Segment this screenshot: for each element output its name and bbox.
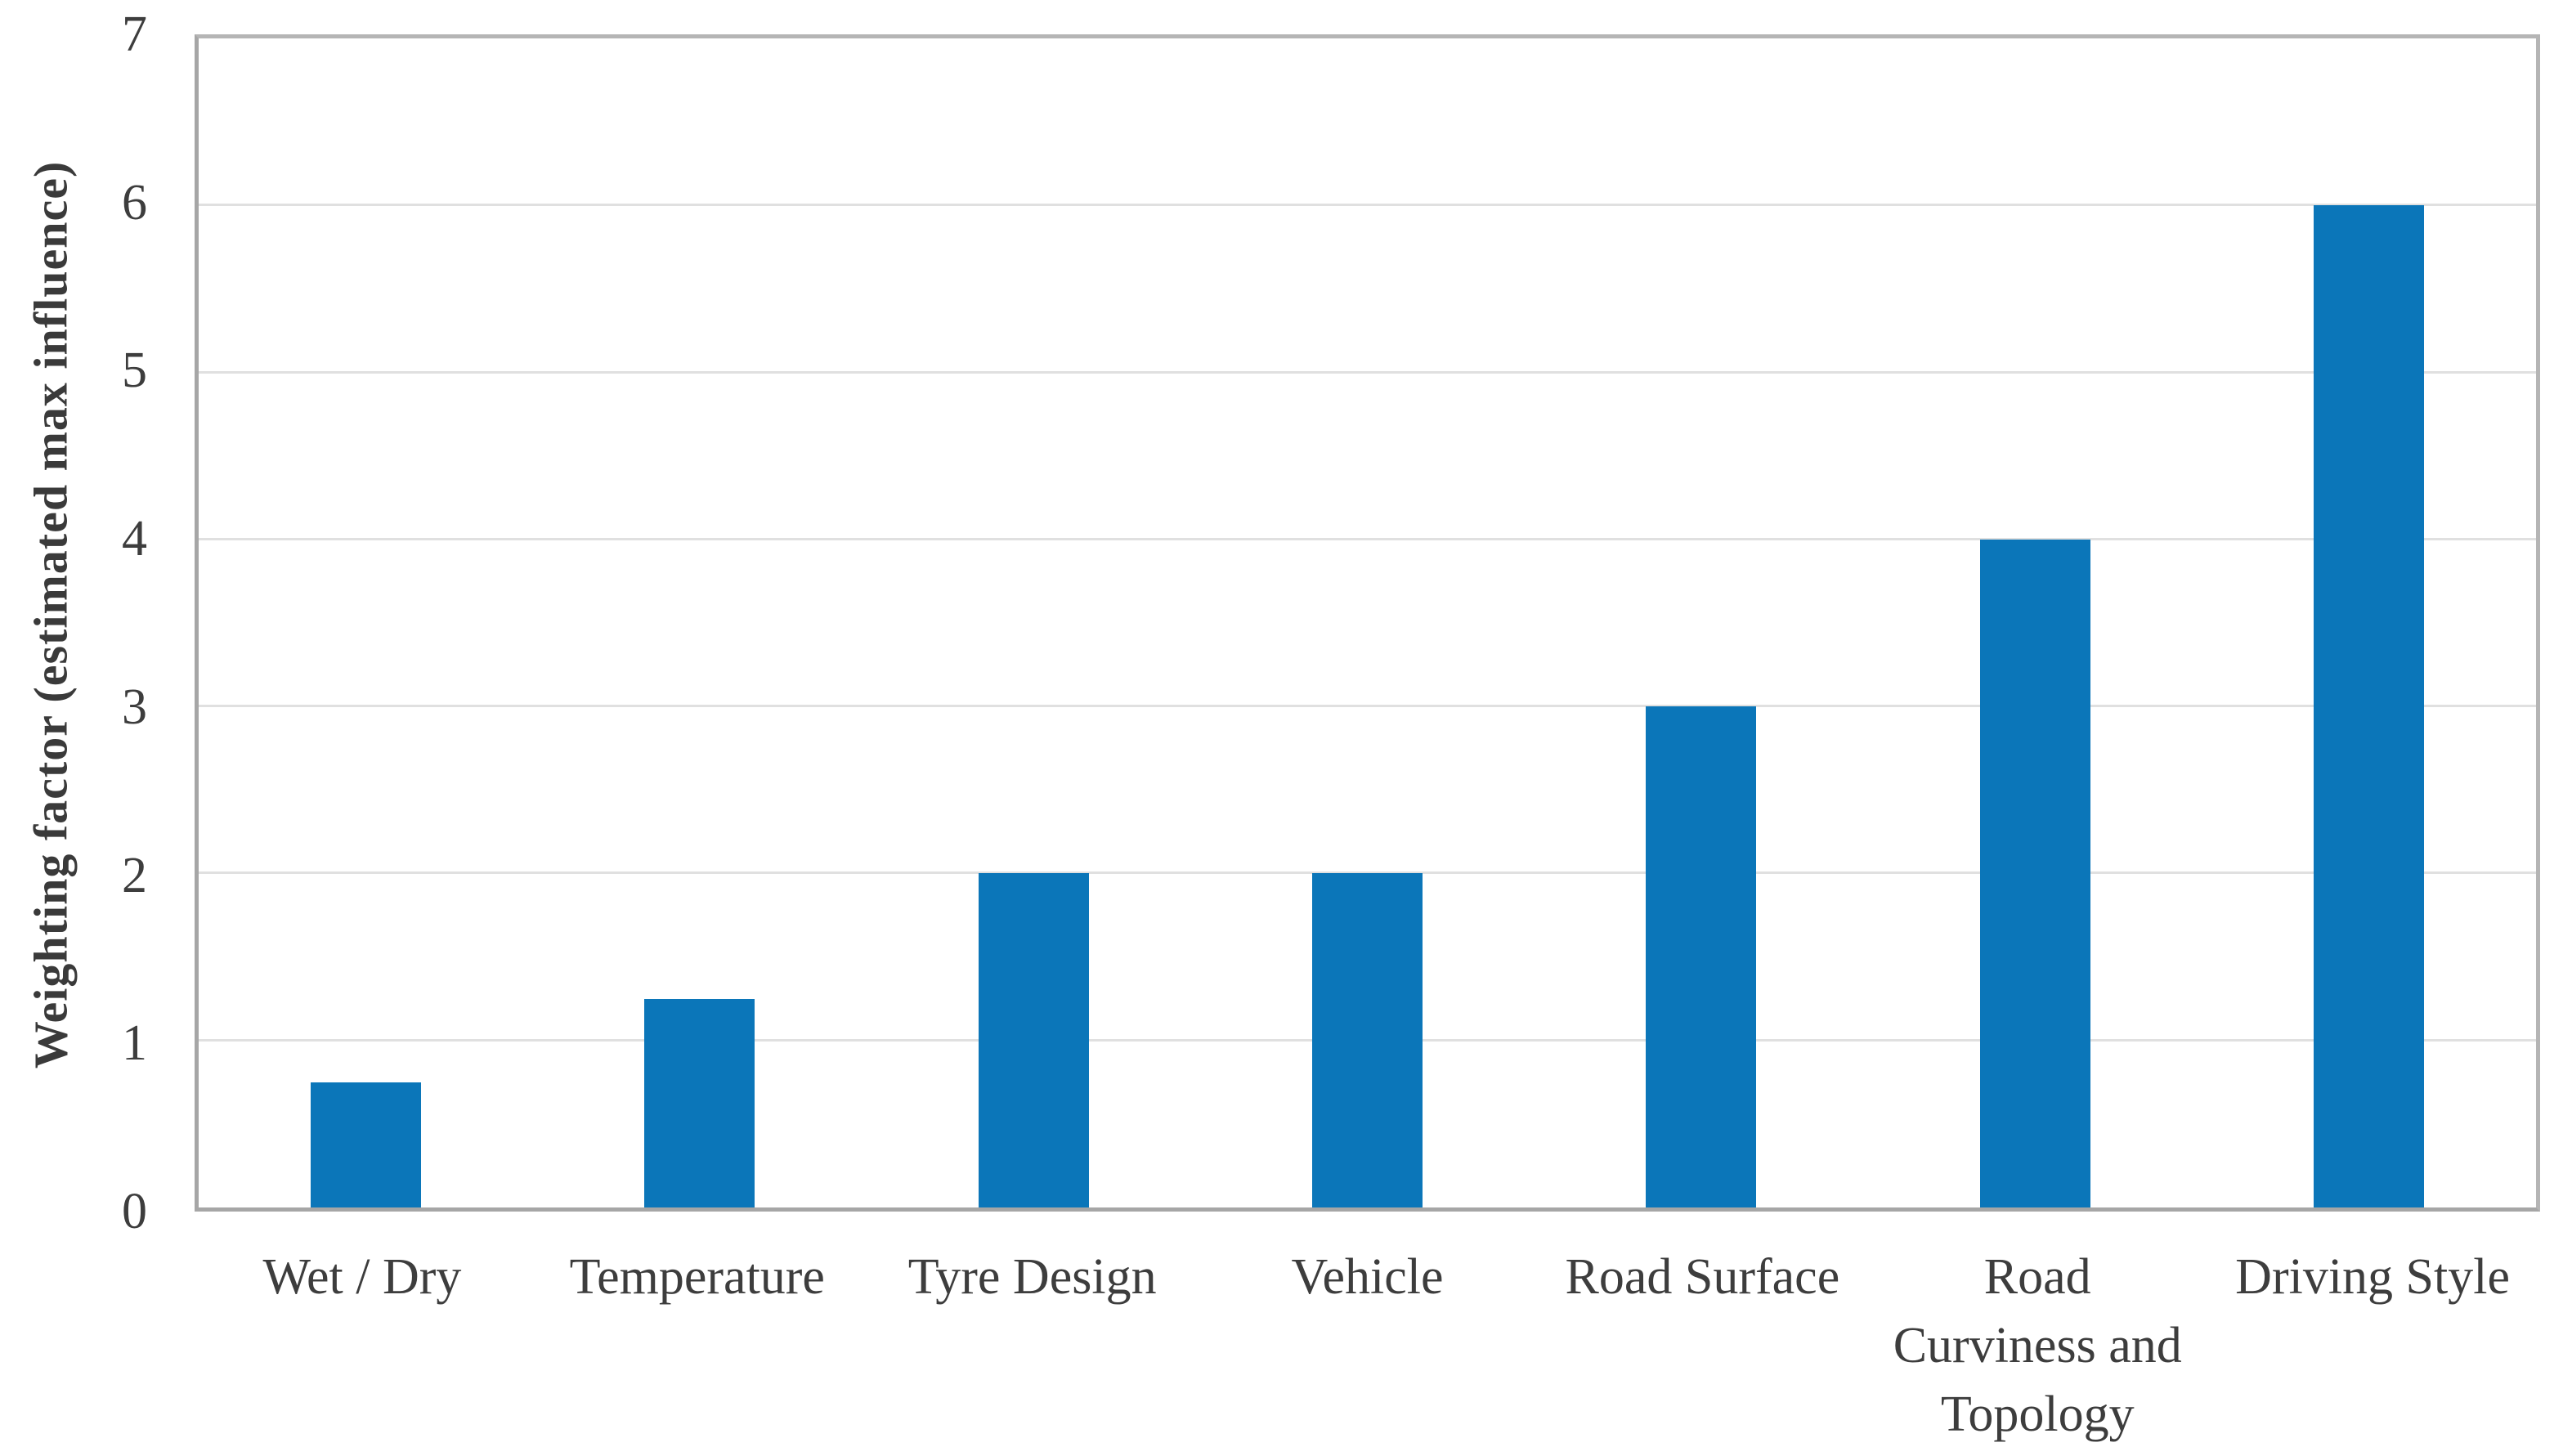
x-label-line: Temperature — [569, 1249, 825, 1305]
bar-slot-tyre-design — [867, 38, 1200, 1207]
bar-slot-road-curviness-and-topology — [1868, 38, 2202, 1207]
plot-area — [195, 34, 2540, 1212]
x-label-line: Road Surface — [1565, 1249, 1840, 1305]
x-axis-labels: Wet / Dry Temperature Tyre Design Vehicl… — [195, 1243, 2540, 1449]
x-axis-label-wet-dry: Wet / Dry — [195, 1243, 530, 1449]
x-axis-label-driving-style: Driving Style — [2205, 1243, 2540, 1449]
x-label-line: Road — [1983, 1249, 2091, 1305]
gridline — [199, 871, 2536, 875]
bar-vehicle — [1311, 873, 1423, 1207]
bar-temperature — [644, 998, 755, 1207]
bar-tyre-design — [978, 873, 1089, 1207]
bar-slot-driving-style — [2202, 38, 2536, 1207]
bar-driving-style — [2314, 205, 2425, 1207]
x-label-line: Driving Style — [2235, 1249, 2510, 1305]
y-axis-tick-labels: 7 6 5 4 3 2 1 0 — [0, 1, 147, 1245]
x-axis-label-temperature: Temperature — [530, 1243, 865, 1449]
x-axis-label-road-surface: Road Surface — [1535, 1243, 1870, 1449]
y-tick-label: 4 — [122, 511, 147, 567]
x-label-line: Curviness and — [1893, 1318, 2182, 1373]
y-tick-label: 3 — [122, 679, 147, 735]
y-tick-label: 5 — [122, 343, 147, 399]
bar-slot-temperature — [532, 38, 866, 1207]
y-tick-label: 7 — [122, 7, 147, 62]
gridline — [199, 370, 2536, 374]
bars — [199, 38, 2536, 1207]
y-tick-label: 2 — [122, 847, 147, 903]
x-axis-label-vehicle: Vehicle — [1200, 1243, 1535, 1449]
x-label-line: Vehicle — [1291, 1249, 1444, 1305]
bar-road-surface — [1646, 706, 1757, 1207]
bar-road-curviness-and-topology — [1979, 539, 2090, 1207]
bar-slot-vehicle — [1200, 38, 1534, 1207]
gridline — [199, 537, 2536, 540]
gridline — [199, 204, 2536, 207]
y-tick-label: 0 — [122, 1183, 147, 1239]
x-axis-label-tyre-design: Tyre Design — [865, 1243, 1200, 1449]
y-tick-label: 1 — [122, 1015, 147, 1072]
x-label-line: Topology — [1940, 1387, 2135, 1442]
gridline — [199, 705, 2536, 708]
x-label-line: Wet / Dry — [262, 1249, 462, 1305]
x-label-line: Tyre Design — [907, 1249, 1157, 1305]
y-tick-label: 6 — [122, 174, 147, 231]
bar-slot-road-surface — [1535, 38, 1868, 1207]
bar-slot-wet-dry — [199, 38, 532, 1207]
bar-wet-dry — [310, 1082, 421, 1207]
x-axis-label-road-curviness-and-topology: Road Curviness and Topology — [1870, 1243, 2205, 1449]
